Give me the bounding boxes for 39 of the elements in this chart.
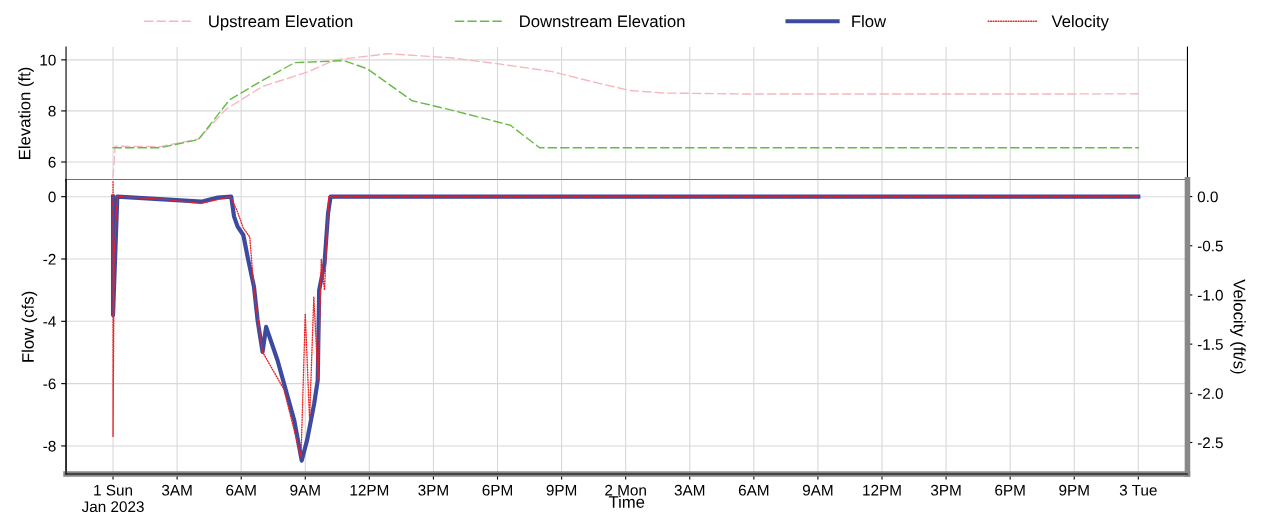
y-tick-label: -4: [43, 316, 56, 327]
y-tick-label: -2: [43, 253, 56, 265]
x-tick-label: 12PM: [863, 484, 901, 496]
x-tick-label: 3PM: [418, 484, 448, 496]
x-axis-title: Time: [608, 495, 645, 508]
y2-tick-label: -2.0: [1197, 388, 1223, 400]
y-tick-label: 0: [48, 191, 56, 203]
x-tick-label: 6AM: [738, 484, 769, 496]
y-tick-label: 8: [48, 105, 56, 117]
y2-axis-title: Velocity (ft/s): [1230, 279, 1246, 374]
x-tick-label: 2 Mon: [605, 484, 646, 496]
y2-tick-label: -0.5: [1197, 240, 1223, 252]
legend-label: Flow: [852, 15, 887, 28]
y-tick-label: 6: [48, 156, 56, 168]
x-tick-label: 9AM: [802, 484, 833, 496]
y2-tick-label: 0.0: [1197, 191, 1218, 203]
x-tick-label: 6PM: [482, 484, 512, 496]
x-tick-label: 9PM: [546, 484, 577, 496]
x-tick-label: 6AM: [226, 484, 256, 496]
y-axis-title: Flow (cfs): [21, 291, 38, 362]
legend-label: Downstream Elevation: [520, 15, 685, 28]
x-tick-label: 3AM: [674, 484, 705, 496]
x-tick-label: 9AM: [290, 484, 320, 496]
x-tick-label: 3PM: [930, 484, 961, 496]
y-tick-label: 10: [40, 54, 56, 66]
y-tick-label: -6: [43, 378, 56, 390]
y2-tick-label: -1.5: [1197, 339, 1223, 350]
x-tick-label: 3 Tue: [1119, 484, 1157, 496]
x-tick-label: 12PM: [350, 484, 389, 496]
y-axis-title: Elevation (ft): [18, 67, 34, 159]
x-tick-label: 9PM: [1059, 484, 1089, 496]
legend-label: Upstream Elevation: [209, 15, 353, 31]
x-tick-label: 6PM: [995, 484, 1025, 496]
y2-tick-label: -2.5: [1197, 437, 1223, 449]
y-tick-label: -8: [43, 440, 56, 452]
x-tick-label: 1 Sun Jan 2023: [81, 484, 144, 513]
x-tick-label: 3AM: [161, 484, 192, 496]
legend-label: Velocity: [1051, 15, 1109, 31]
y2-tick-label: -1.0: [1197, 289, 1223, 301]
